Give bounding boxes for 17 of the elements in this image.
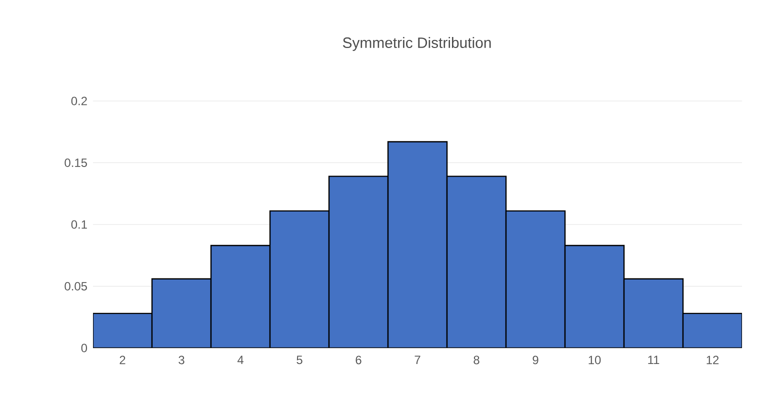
y-tick-label: 0.2 bbox=[71, 96, 87, 106]
x-tick-label: 3 bbox=[178, 356, 184, 364]
x-tick-label: 8 bbox=[474, 356, 480, 364]
y-tick-label: 0.1 bbox=[71, 220, 87, 229]
y-tick-label: 0.15 bbox=[64, 158, 87, 167]
x-tick-label: 2 bbox=[120, 356, 126, 364]
y-tick-label: 0 bbox=[81, 344, 88, 352]
x-tick-label: 7 bbox=[414, 356, 420, 364]
x-tick-label: 5 bbox=[296, 356, 302, 364]
chart-title: Symmetric Distribution bbox=[342, 37, 491, 51]
x-tick-label: 9 bbox=[532, 356, 538, 364]
x-tick-label: 10 bbox=[588, 356, 601, 364]
x-tick-label: 6 bbox=[356, 356, 362, 364]
x-tick-label: 12 bbox=[706, 356, 719, 364]
x-tick-label: 4 bbox=[237, 356, 244, 364]
x-tick-label: 11 bbox=[648, 356, 660, 364]
y-tick-label: 0.05 bbox=[64, 282, 87, 290]
